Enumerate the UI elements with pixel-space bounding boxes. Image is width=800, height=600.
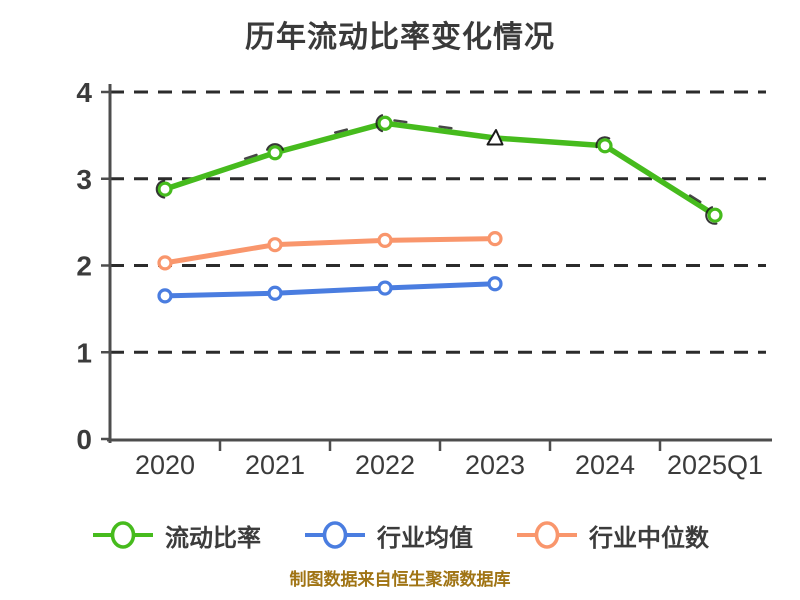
legend-label: 流动比率 (165, 524, 261, 552)
data-point-marker (157, 288, 173, 304)
series-line-0 (162, 120, 718, 218)
sketch-accent (266, 143, 284, 151)
x-tick-label: 2021 (245, 450, 305, 480)
data-point-marker (377, 232, 393, 248)
legend-label: 行业均值 (377, 524, 473, 552)
data-point-marker (487, 231, 503, 247)
legend-item-industry-median: 行业中位数 (515, 518, 709, 553)
data-point-marker (267, 237, 283, 253)
x-tick-label: 2023 (465, 450, 525, 480)
y-tick-label: 0 (76, 424, 92, 455)
legend: 流动比率 行业均值 行业中位数 (0, 512, 800, 558)
y-tick-label: 1 (76, 337, 92, 368)
series-line-1 (162, 281, 498, 299)
data-point-marker (157, 255, 173, 271)
data-point-marker (267, 145, 283, 161)
sketch-accent (438, 125, 453, 130)
legend-marker-green (93, 521, 153, 549)
data-point-marker-triangle (486, 128, 504, 146)
data-point-marker (597, 138, 613, 154)
y-tick-label: 2 (76, 251, 92, 282)
legend-label: 行业中位数 (589, 524, 709, 552)
sketch-accent (393, 119, 408, 124)
sketch-accent (595, 136, 611, 149)
legend-item-industry-average: 行业均值 (303, 518, 473, 553)
y-tick-label: 4 (76, 77, 92, 108)
data-point-marker (267, 285, 283, 301)
chart-title: 历年流动比率变化情况 (245, 21, 555, 54)
data-point-marker (707, 207, 723, 223)
sketch-accent (243, 153, 258, 160)
sketch-accent (155, 179, 166, 199)
x-tick-label: 2020 (135, 450, 195, 480)
legend-marker-blue (305, 521, 365, 549)
series-line-2 (162, 236, 498, 266)
caption: 制图数据来自恒生聚源数据库 (289, 570, 511, 589)
data-point-marker (377, 115, 393, 131)
sketch-accent (705, 206, 718, 225)
data-point-marker (157, 181, 173, 197)
legend-marker-orange (517, 521, 577, 549)
x-tick-label: 2025Q1 (667, 450, 763, 480)
x-tick-label: 2022 (355, 450, 415, 480)
sketch-accent (688, 194, 702, 204)
data-point-marker (377, 280, 393, 296)
data-point-marker (487, 276, 503, 292)
sketch-accent (375, 114, 384, 133)
y-tick-label: 3 (76, 164, 92, 195)
sketch-accent (334, 128, 348, 134)
x-tick-label: 2024 (575, 450, 635, 480)
legend-item-current-ratio: 流动比率 (91, 518, 261, 553)
